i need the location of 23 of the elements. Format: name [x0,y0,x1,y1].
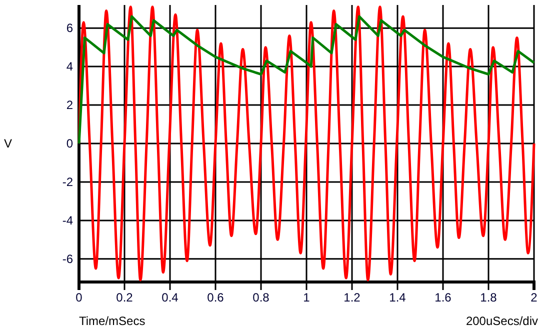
x-tick-label: 1.2 [344,290,361,305]
line-series [78,15,536,145]
x-tick-label: 0.2 [116,290,134,305]
x-axis-title: Time/mSecs [79,314,146,328]
x-tick-label: 1 [303,290,310,305]
line-series [78,6,536,282]
y-axis-title: V [4,136,12,151]
y-tick-label: 2 [66,98,74,112]
y-tick-label: -2 [62,174,74,189]
y-tick-label: -6 [62,252,74,266]
y-tick-label: 6 [66,20,74,35]
x-tick-label: 1.8 [480,290,498,305]
y-tick-label: -4 [62,213,74,228]
y-tick-label: 4 [66,59,74,74]
x-tick-label: 1.6 [434,290,452,305]
x-tick-label: 2 [530,290,538,305]
x-tick-label: 0.8 [252,290,270,305]
y-tick-label: 0 [66,136,74,150]
x-tick-label: 0 [76,290,83,305]
x-tick-label: 0.4 [162,290,179,305]
x-tick-label: 1.4 [389,290,406,305]
text: 200uSecs/div [466,314,538,328]
x-tick-label: 0.6 [207,290,224,305]
